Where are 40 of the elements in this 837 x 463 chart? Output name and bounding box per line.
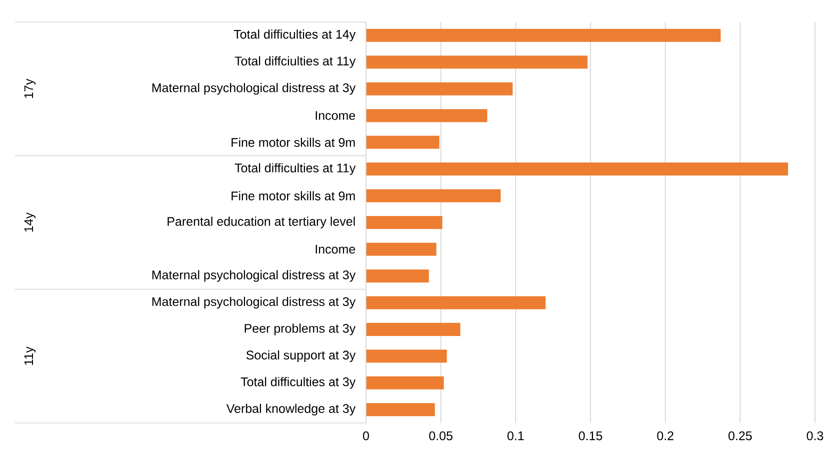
- x-tick-label: 0.1: [507, 431, 524, 440]
- text: 11y: [24, 346, 36, 365]
- y-tick-label: Peer problems at 3y: [244, 324, 356, 336]
- bar: [366, 189, 501, 202]
- bar: [366, 162, 788, 176]
- bar: [366, 322, 460, 336]
- y-tick-label: Verbal knowledge at 3y: [226, 404, 356, 416]
- bar: [366, 403, 435, 416]
- bar: [366, 109, 488, 122]
- x-tick-label: 0.3: [806, 431, 824, 440]
- y-tick-label: Income: [316, 244, 356, 254]
- x-tick-label: 0.2: [657, 431, 674, 440]
- y-tick-label: Maternal psychological distress at 3y: [152, 296, 356, 309]
- y-tick-label: Total diffciulties at 11y: [234, 56, 356, 68]
- y-tick-label: Total difficulties at 3y: [240, 377, 356, 389]
- bar: [366, 242, 436, 256]
- y-tick-label: Social support at 3y: [246, 350, 356, 362]
- bar: [366, 296, 546, 310]
- x-tick-label: 0.25: [728, 431, 752, 440]
- x-tick-label: 0.05: [429, 431, 452, 440]
- y-tick-label: Income: [316, 111, 356, 120]
- y-tick-label: Total difficulties at 14y: [234, 30, 356, 42]
- bar: [366, 269, 429, 282]
- bar: [366, 56, 588, 69]
- y-tick-label: Total difficulties at 11y: [234, 163, 356, 175]
- bar: [366, 28, 721, 42]
- x-tick-label: 0.15: [578, 431, 602, 440]
- y-tick-label: Parental education at tertiary level: [168, 216, 355, 228]
- bar: [366, 136, 440, 149]
- text: 17y: [24, 78, 36, 98]
- x-tick-label: 0: [363, 431, 369, 440]
- y-tick-label: Maternal psychological distress at 3y: [152, 83, 356, 95]
- y-tick-label: Fine motor skills at 9m: [232, 138, 355, 147]
- bar: [366, 350, 447, 363]
- y-tick-label: Maternal psychological distress at 3y: [152, 270, 356, 282]
- y-tick-label: Fine motor skills at 9m: [232, 191, 355, 200]
- text: 14y: [24, 212, 36, 232]
- bar: [366, 376, 444, 390]
- bar: [366, 216, 442, 230]
- bar: [366, 82, 513, 96]
